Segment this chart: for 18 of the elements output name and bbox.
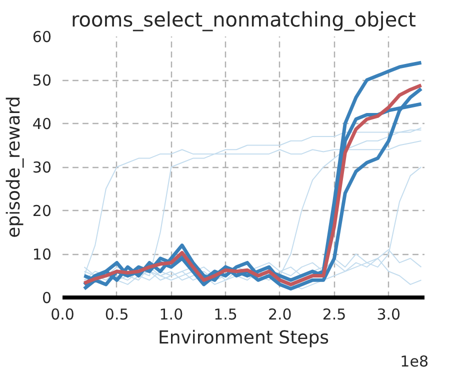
chart-title: rooms_select_nonmatching_object	[71, 8, 416, 32]
x-tick-label: 2.5	[322, 306, 346, 324]
y-tick-label: 0	[42, 289, 52, 307]
x-tick-label: 0.5	[104, 306, 129, 324]
y-tick-label: 50	[32, 72, 52, 90]
y-tick-label: 40	[32, 115, 52, 133]
x-axis-title: Environment Steps	[158, 328, 330, 348]
x-tick-label: 3.0	[376, 306, 401, 324]
y-tick-label: 20	[32, 202, 52, 220]
text: 1e8	[400, 352, 429, 370]
y-axis-title: episode_reward	[3, 96, 24, 238]
y-tick-label: 60	[32, 28, 52, 46]
y-tick-label: 10	[32, 246, 52, 264]
y-tick-label: 30	[32, 158, 52, 176]
x-tick-label: 0.0	[50, 306, 74, 324]
x-tick-label: 2.0	[268, 306, 292, 324]
x-tick-label: 1.0	[159, 306, 184, 324]
x-tick-label: 1.5	[214, 306, 238, 324]
